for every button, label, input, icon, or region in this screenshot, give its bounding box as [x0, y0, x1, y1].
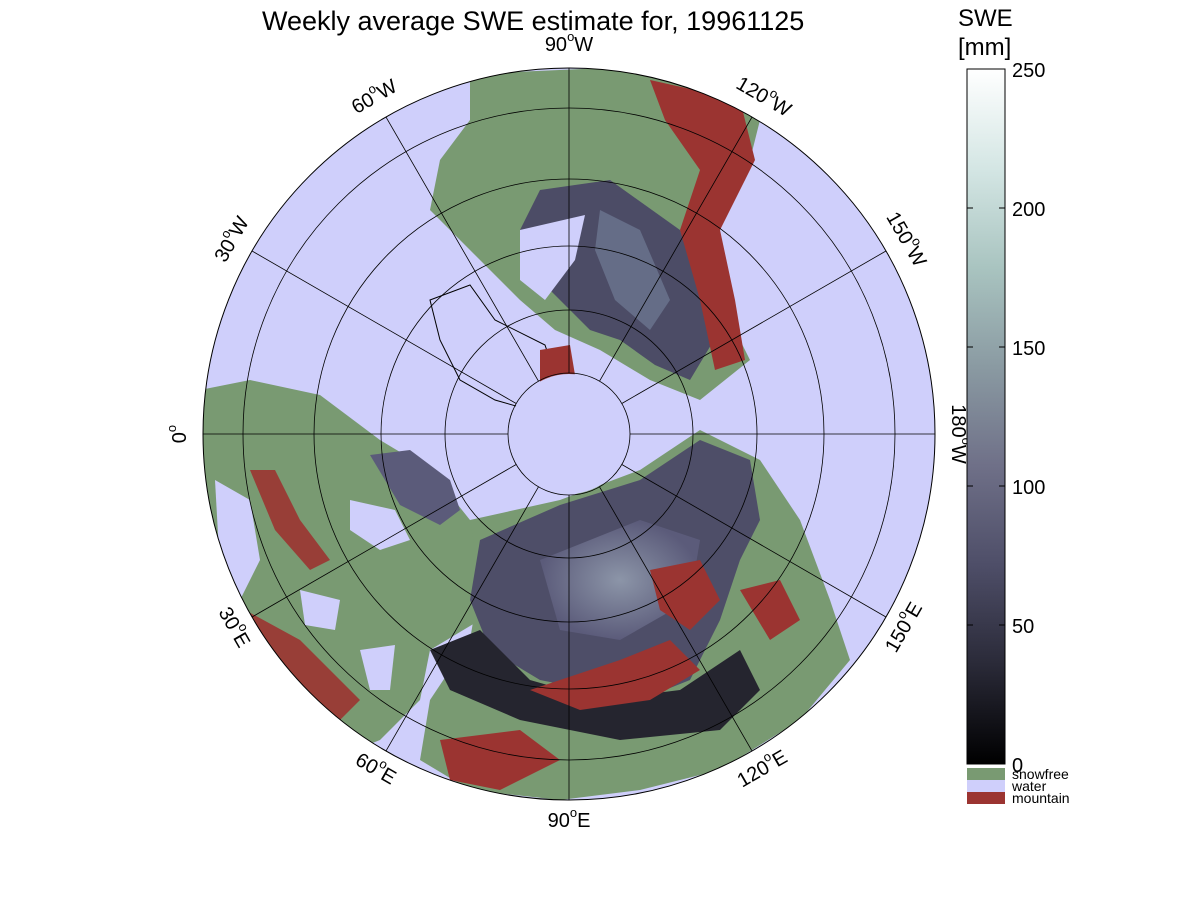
- longitude-label: 90oE: [548, 805, 591, 832]
- scandinavia-snow: [370, 450, 460, 525]
- colorbar-tick-label: 0: [1012, 755, 1023, 777]
- longitude-label: 0o: [164, 425, 191, 443]
- caspian-sea: [360, 645, 395, 690]
- colorbar-title-line2: [mm]: [958, 34, 1012, 61]
- map-disc: [203, 68, 935, 800]
- legend-swatch-snowfree: [967, 768, 1005, 780]
- meridian-line: [599, 116, 753, 382]
- colorbar-gradient: [966, 68, 1006, 765]
- baltic-sea: [350, 500, 410, 550]
- meridian-line: [599, 486, 753, 752]
- meridian-line: [621, 250, 887, 404]
- north-america-mountains: [650, 80, 755, 370]
- meridian-line: [385, 486, 539, 752]
- longitude-label: 60oW: [346, 71, 401, 118]
- legend-label-mountain: mountain: [1012, 790, 1070, 806]
- colorbar-tick-label: 250: [1012, 60, 1045, 82]
- longitude-label: 30oW: [207, 211, 254, 266]
- colorbar: 0 50 100 150 200 250: [966, 60, 1045, 777]
- legend-swatch-mountain: [967, 792, 1005, 804]
- asia-mountains: [440, 560, 800, 790]
- colorbar-title-line1: SWE: [958, 5, 1013, 32]
- colorbar-tick-label: 100: [1012, 477, 1045, 499]
- map-title: Weekly average SWE estimate for, 1996112…: [262, 6, 805, 36]
- meridian-line: [251, 250, 517, 404]
- longitude-labels: 90oW120oW150oW180oW150oE120oE90oE60oE30o…: [164, 29, 973, 832]
- colorbar-tick-label: 150: [1012, 338, 1045, 360]
- longitude-label: 180oW: [947, 404, 974, 464]
- black-sea: [300, 590, 340, 630]
- asia-snow-dark: [430, 630, 760, 740]
- colorbar-tick-label: 200: [1012, 199, 1045, 221]
- meridians: [203, 68, 935, 800]
- colorbar-tick-label: 50: [1012, 616, 1034, 638]
- north-america-snow-light: [595, 210, 670, 330]
- meridian-line: [251, 464, 517, 618]
- longitude-label: 90oW: [545, 29, 593, 56]
- meridian-line: [621, 464, 887, 618]
- legend-label-snowfree: snowfree: [1012, 766, 1069, 782]
- legend-swatch-water: [967, 780, 1005, 792]
- colorbar-title: SWE [mm]: [958, 4, 1013, 62]
- meridian-line: [385, 116, 539, 382]
- graticule: [202, 67, 936, 801]
- colorbar-ticks: 0 50 100 150 200 250: [967, 60, 1045, 777]
- legend-label-water: water: [1011, 778, 1047, 794]
- arctic-center: [509, 374, 629, 494]
